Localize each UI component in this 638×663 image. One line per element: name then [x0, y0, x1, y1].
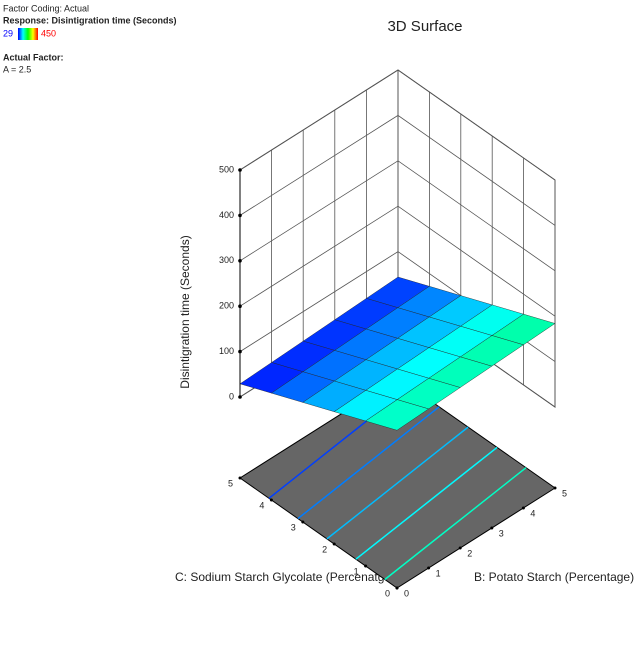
y-tick-label: 0	[404, 588, 409, 598]
contour-line	[384, 467, 527, 581]
x-axis-label: C: Sodium Starch Glycolate (Percenatge)	[175, 570, 395, 584]
x-tick-label: 5	[228, 478, 233, 488]
contour-line	[326, 426, 469, 540]
x-tick	[364, 564, 368, 568]
y-tick-label: 2	[467, 548, 472, 558]
x-tick-label: 3	[291, 522, 296, 532]
y-tick	[458, 546, 462, 550]
z-tick	[238, 304, 242, 309]
z-tick-label: 300	[219, 255, 234, 265]
color-min-label: 29	[3, 28, 13, 38]
y-tick	[427, 566, 431, 570]
y-tick-label: 3	[499, 528, 504, 538]
contour-line	[297, 406, 440, 520]
z-tick	[238, 168, 242, 172]
surface-cell	[365, 399, 430, 431]
x-tick-label: 4	[259, 500, 264, 510]
z-tick-label: 200	[219, 301, 234, 311]
contour-line	[355, 446, 498, 560]
y-tick	[553, 486, 557, 490]
chart-title: 3D Surface	[387, 18, 462, 35]
z-tick-label: 0	[229, 391, 234, 401]
z-axis-label: Disintigration time (Seconds)	[178, 235, 192, 388]
y-axis-label: B: Potato Starch (Percentage)	[474, 570, 634, 584]
x-tick	[269, 498, 273, 502]
x-tick-label: 0	[385, 588, 390, 598]
actual-factor: A = 2.5	[3, 64, 31, 74]
actual-factor-heading: Actual Factor:	[3, 52, 64, 62]
x-tick	[301, 520, 305, 524]
z-tick	[238, 395, 242, 399]
z-tick	[238, 259, 242, 263]
response-label: Response: Disintigration time (Seconds)	[3, 15, 177, 25]
x-tick	[238, 476, 242, 480]
z-tick-label: 400	[219, 210, 234, 220]
y-tick	[490, 526, 494, 530]
y-tick	[521, 506, 525, 510]
z-tick-label: 500	[219, 164, 234, 174]
y-tick-label: 5	[562, 488, 567, 498]
x-tick-label: 1	[354, 566, 359, 576]
color-max-label: 450	[41, 28, 56, 38]
y-tick	[395, 586, 399, 590]
x-tick-label: 2	[322, 544, 327, 554]
z-tick-label: 100	[219, 346, 234, 356]
y-tick-label: 1	[436, 568, 441, 578]
z-tick	[238, 213, 242, 218]
factor-coding: Factor Coding: Actual	[3, 3, 89, 13]
z-tick	[238, 349, 242, 354]
color-bar	[18, 28, 38, 40]
x-tick	[332, 542, 336, 546]
y-tick-label: 4	[530, 508, 535, 518]
